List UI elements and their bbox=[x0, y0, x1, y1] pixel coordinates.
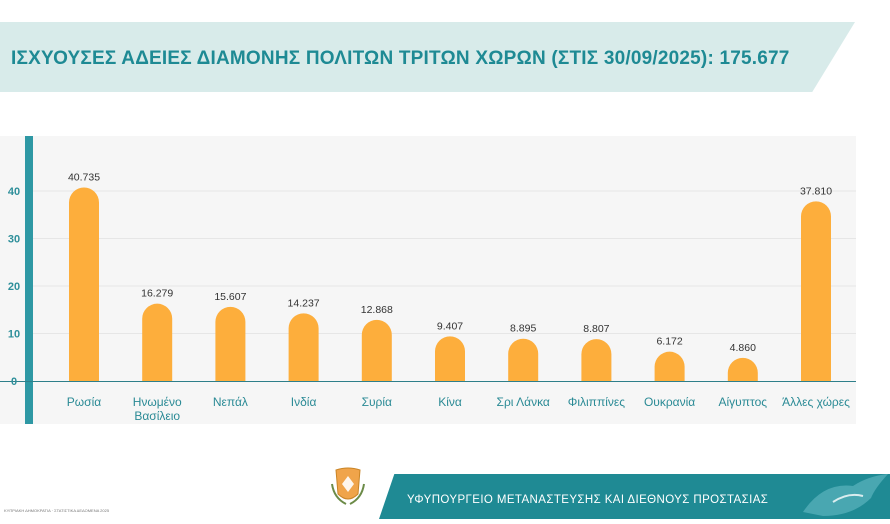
x-tick-label: Ρωσία bbox=[67, 395, 101, 409]
data-label: 16.279 bbox=[141, 288, 173, 300]
y-axis-bar bbox=[25, 136, 33, 424]
x-tick-label: Νεπάλ bbox=[213, 395, 248, 409]
page-title: ΙΣΧΥΟΥΣΕΣ ΑΔΕΙΕΣ ΔΙΑΜΟΝΗΣ ΠΟΛΙΤΩΝ ΤΡΙΤΩΝ… bbox=[11, 48, 790, 69]
bar bbox=[142, 303, 173, 381]
x-tick-label: Άλλες χώρες bbox=[782, 395, 850, 409]
x-tick-label: Σρι Λάνκα bbox=[497, 395, 550, 409]
y-tick-label: 10 bbox=[8, 329, 20, 341]
data-label: 9.407 bbox=[437, 320, 463, 332]
x-tick-label: Ηνωμένο bbox=[133, 395, 182, 409]
dove-icon bbox=[793, 472, 890, 519]
bar bbox=[508, 338, 539, 381]
bar bbox=[435, 336, 465, 381]
x-tick-label: Φιλιππίνες bbox=[568, 395, 625, 409]
data-label: 15.607 bbox=[214, 291, 246, 303]
bar bbox=[288, 313, 319, 381]
data-label: 8.895 bbox=[510, 323, 536, 335]
title-banner bbox=[0, 22, 855, 92]
bar bbox=[654, 351, 685, 381]
coat-of-arms-icon bbox=[328, 464, 368, 508]
x-tick-label: Κίνα bbox=[438, 395, 462, 409]
data-label: 37.810 bbox=[800, 185, 832, 197]
data-label: 14.237 bbox=[288, 297, 320, 309]
bar bbox=[801, 201, 831, 381]
x-tick-label: Βασίλειο bbox=[134, 409, 180, 423]
bar bbox=[581, 339, 612, 381]
data-label: 40.735 bbox=[68, 172, 100, 184]
x-axis-baseline bbox=[0, 381, 856, 382]
bar bbox=[69, 187, 99, 381]
x-tick-label: Αίγυπτος bbox=[719, 395, 768, 409]
x-tick-label: Ουκρανία bbox=[644, 395, 695, 409]
y-tick-label: 20 bbox=[8, 281, 20, 293]
footer-small-text: ΚΥΠΡΙΑΚΗ ΔΗΜΟΚΡΑΤΙΑ · ΣΤΑΤΙΣΤΙΚΑ ΔΕΔΟΜΕΝ… bbox=[4, 508, 110, 513]
x-tick-label: Ινδία bbox=[291, 395, 317, 409]
y-tick-label: 40 bbox=[8, 186, 20, 198]
data-label: 8.807 bbox=[583, 323, 609, 335]
y-tick-label: 0 bbox=[11, 376, 17, 388]
bar bbox=[361, 319, 392, 381]
data-label: 12.868 bbox=[361, 304, 393, 316]
data-label: 6.172 bbox=[656, 336, 682, 348]
data-label: 4.860 bbox=[730, 342, 756, 354]
bar bbox=[727, 357, 758, 381]
x-tick-label: Συρία bbox=[362, 395, 392, 409]
bar bbox=[215, 306, 246, 381]
ministry-name: ΥΦΥΠΟΥΡΓΕΙΟ ΜΕΤΑΝΑΣΤΕΥΣΗΣ ΚΑΙ ΔΙΕΘΝΟΥΣ Π… bbox=[407, 494, 769, 506]
y-tick-label: 30 bbox=[8, 234, 20, 246]
